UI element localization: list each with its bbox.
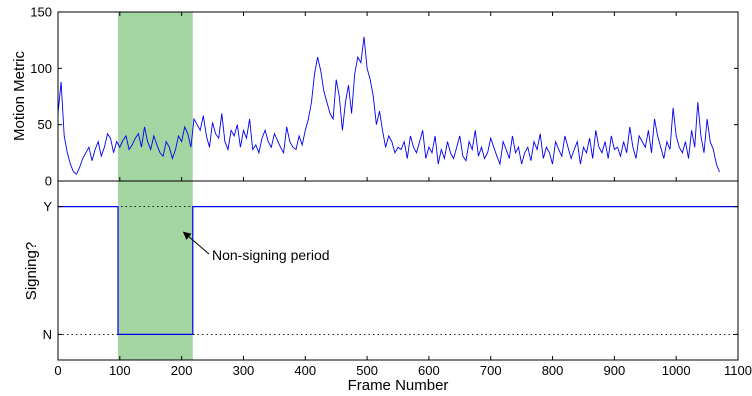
x-tick-label: 1000 [662,363,691,378]
bottom-y-axis-ticks: NY [43,199,738,342]
x-axis-label: Frame Number [348,377,449,394]
shaded-region-top [117,12,193,181]
top-y-axis-ticks: 0 50 100 150 [30,5,738,189]
x-tick-label: 400 [294,363,316,378]
bottom-y-tick-label: Y [43,199,52,214]
bottom-y-axis-label: Signing? [23,242,40,300]
x-tick-label: 900 [604,363,626,378]
x-tick-label: 200 [171,363,193,378]
signing-series-line [58,206,738,335]
top-y-tick-label: 150 [30,5,52,20]
x-tick-label: 300 [233,363,255,378]
x-tick-label: 700 [480,363,502,378]
x-tick-label: 0 [54,363,61,378]
annotation-arrow [182,231,210,255]
motion-metric-series-line [58,36,720,175]
shaded-region-bottom [117,181,193,360]
x-tick-label: 800 [542,363,564,378]
x-axis-ticks: 0 100 200 300 400 500 600 700 800 900 1000 1100 [54,12,752,378]
plot-area-top [58,36,720,175]
x-tick-label: 500 [356,363,378,378]
top-y-tick-label: 0 [45,174,52,189]
top-y-tick-label: 100 [30,61,52,76]
x-tick-label: 1100 [724,363,752,378]
x-tick-label: 600 [418,363,440,378]
plot-area-bottom [58,206,738,335]
shaded-regions [117,12,193,360]
top-y-tick-label: 50 [38,117,52,132]
annotation: Non-signing period [182,231,330,263]
top-y-axis-label: Motion Metric [11,50,28,141]
x-tick-label: 100 [109,363,131,378]
bottom-panel-frame [57,180,739,361]
bottom-y-tick-label: N [43,327,52,342]
annotation-text: Non-signing period [212,247,330,263]
